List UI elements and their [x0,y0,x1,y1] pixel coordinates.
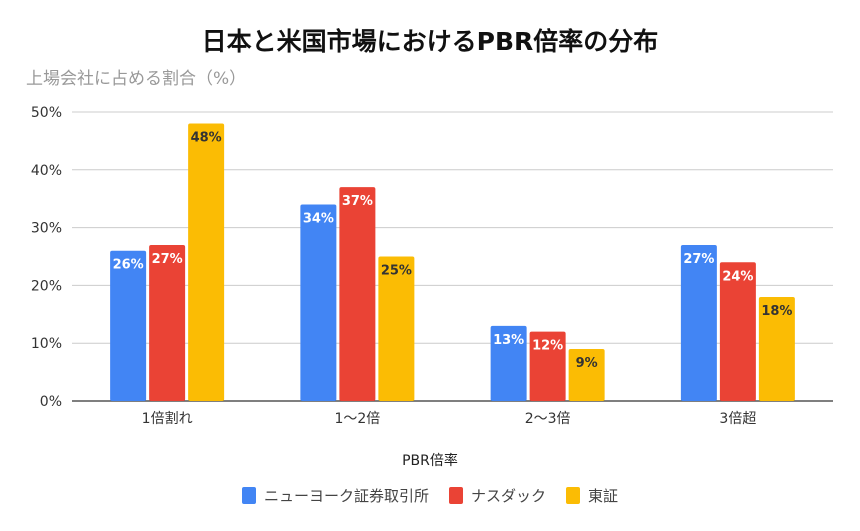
x-tick-label: 2〜3倍 [525,411,571,427]
bar [378,256,415,401]
data-label: 27% [152,252,183,267]
legend-swatch [241,487,256,504]
bar [719,262,756,401]
data-label: 18% [761,304,792,319]
legend-swatch [566,487,580,504]
data-label: 27% [683,252,714,267]
y-tick-label: 20% [31,278,62,294]
data-label: 13% [493,333,524,348]
bar [680,244,717,401]
bar [149,244,186,401]
x-tick-label: 3倍超 [719,411,756,427]
x-tick-label: 1倍割れ [142,410,193,427]
legend-label: 東証 [588,487,619,505]
data-label: 12% [532,339,563,354]
bar [188,123,225,401]
y-tick-label: 50% [31,105,62,121]
legend: ニューヨーク証券取引所 ナスダック 東証 [0,485,860,506]
data-label: 26% [113,258,144,273]
bar [300,204,337,401]
y-tick-label: 40% [31,163,62,179]
legend-label: ナスダック [470,487,546,505]
data-label: 37% [342,194,373,209]
data-label: 34% [303,211,334,226]
bar [110,250,147,401]
bar [490,325,527,401]
bar [529,331,566,401]
legend-label: ニューヨーク証券取引所 [263,487,429,505]
x-tick-label: 1〜2倍 [334,411,380,427]
bar [568,348,605,401]
data-label: 48% [191,131,222,146]
legend-item-tse[interactable]: 東証 [566,485,618,506]
bar [339,187,376,401]
data-label: 24% [722,269,753,284]
y-tick-label: 10% [31,336,62,352]
data-label: 25% [381,264,412,279]
legend-swatch [448,487,463,504]
y-axis-label: 上場会社に占める割合（%） [26,69,247,89]
y-tick-label: 30% [31,221,62,237]
x-axis-label: PBR倍率 [402,453,458,469]
data-label: 9% [576,356,598,371]
y-tick-label: 0% [40,394,62,410]
bar-chart: 0% 10% 20% 30% 40% 50% 1倍割れ 26% 27% 48% 1〜2倍 34% 37%… [31,105,833,427]
chart-title: 日本と米国市場におけるPBR倍率の分布 [201,27,659,56]
bar [758,296,795,401]
legend-item-nasdaq[interactable]: ナスダック [448,485,546,506]
legend-item-nyse[interactable]: ニューヨーク証券取引所 [241,485,429,506]
